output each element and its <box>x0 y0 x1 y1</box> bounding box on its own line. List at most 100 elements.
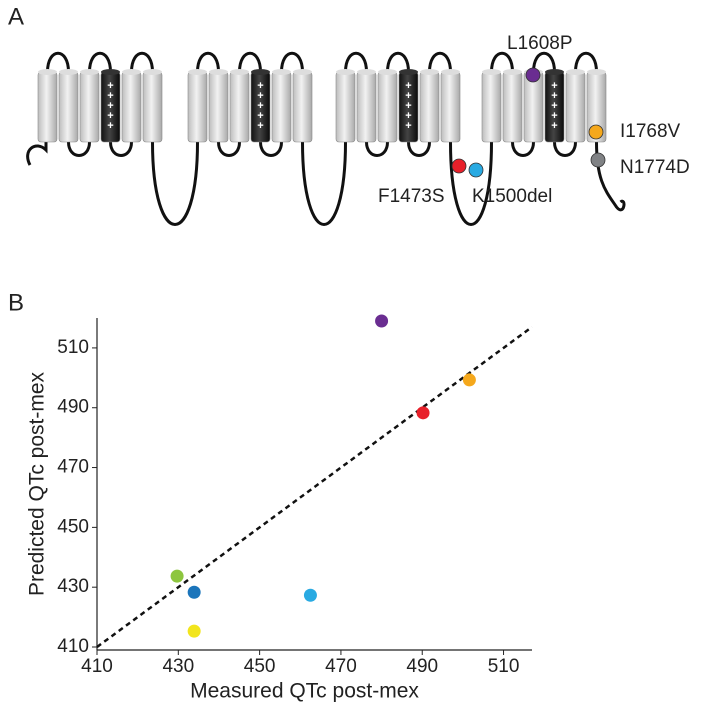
helix-top <box>251 69 270 75</box>
helix-top <box>420 69 439 75</box>
helix-top <box>482 69 501 75</box>
mutation-label: K1500del <box>472 186 552 207</box>
point <box>416 406 430 420</box>
helix <box>356 71 377 143</box>
helix <box>481 71 502 143</box>
mutation-label: L1608P <box>507 33 573 54</box>
helix <box>502 71 523 143</box>
charge: + <box>257 100 263 112</box>
helix-top <box>188 69 207 75</box>
helix-top <box>230 69 249 75</box>
helix-top <box>209 69 228 75</box>
helix-top <box>293 69 312 75</box>
identity-line <box>96 325 533 649</box>
helix <box>229 71 250 143</box>
helix <box>335 71 356 143</box>
y-tick-label: 410 <box>57 636 89 657</box>
helix-top <box>38 69 57 75</box>
x-tick-label: 430 <box>162 656 194 677</box>
helix <box>187 71 208 143</box>
helix <box>440 71 461 143</box>
charge: + <box>405 120 411 132</box>
y-tick-label: 430 <box>57 576 89 597</box>
mutation-label: I1768V <box>620 121 681 142</box>
helix-top <box>378 69 397 75</box>
mutation-dot <box>525 67 541 83</box>
helix-top <box>272 69 291 75</box>
helix-top <box>566 69 585 75</box>
charge: + <box>257 90 263 102</box>
charge: + <box>107 120 113 132</box>
charge: + <box>257 110 263 122</box>
mutation-label: F1473S <box>378 186 445 207</box>
channel-diagram: ++++++++++++++++++++L1608PI1768VN1774DF1… <box>26 33 690 226</box>
helix-top <box>101 69 120 75</box>
charge: + <box>551 90 557 102</box>
mutation-label: N1774D <box>620 157 690 178</box>
helix-top <box>122 69 141 75</box>
charge: + <box>107 80 113 92</box>
helix <box>121 71 142 143</box>
helix-top <box>503 69 522 75</box>
charge: + <box>257 80 263 92</box>
charge: + <box>107 110 113 122</box>
charge: + <box>551 80 557 92</box>
x-tick-label: 410 <box>81 656 113 677</box>
helix-top <box>399 69 418 75</box>
helix-top <box>441 69 460 75</box>
y-tick-label: 450 <box>57 516 89 537</box>
x-tick-label: 510 <box>488 656 520 677</box>
helix-top <box>80 69 99 75</box>
y-tick-label: 510 <box>57 337 89 358</box>
point <box>187 624 201 638</box>
helix <box>419 71 440 143</box>
helix-top <box>59 69 78 75</box>
charge: + <box>405 90 411 102</box>
helix <box>271 71 292 143</box>
y-axis-label: Predicted QTc post-mex <box>26 371 49 596</box>
y-tick-label: 470 <box>57 457 89 478</box>
helix <box>292 71 313 143</box>
helix-top <box>357 69 376 75</box>
point <box>303 588 317 602</box>
charge: + <box>107 90 113 102</box>
mutation-dot <box>590 152 606 168</box>
panel-label: B <box>8 289 24 316</box>
helix <box>142 71 163 143</box>
helix <box>523 71 544 143</box>
helix <box>565 71 586 143</box>
charge: + <box>257 120 263 132</box>
point <box>170 569 184 583</box>
charge: + <box>551 100 557 112</box>
helix-top <box>545 69 564 75</box>
helix-top <box>143 69 162 75</box>
helix <box>79 71 100 143</box>
helix-top <box>587 69 606 75</box>
x-tick-label: 470 <box>325 656 357 677</box>
helix <box>58 71 79 143</box>
loop <box>26 51 626 226</box>
helix <box>377 71 398 143</box>
point <box>187 585 201 599</box>
charge: + <box>551 120 557 132</box>
charge: + <box>551 110 557 122</box>
mutation-dot <box>468 162 484 178</box>
point <box>375 314 389 328</box>
scatter-plot: 410 430 450 470 490 510 410 430 450 470 490 510 Meas… <box>26 314 533 703</box>
charge: + <box>405 80 411 92</box>
charge: + <box>405 110 411 122</box>
x-axis-label: Measured QTc post-mex <box>190 680 419 703</box>
x-tick-label: 450 <box>244 656 276 677</box>
y-tick-label: 490 <box>57 397 89 418</box>
point <box>462 373 476 387</box>
charge: + <box>405 100 411 112</box>
x-tick-label: 490 <box>406 656 438 677</box>
helix <box>208 71 229 143</box>
panel-label: A <box>8 3 24 30</box>
mutation-dot <box>451 158 467 174</box>
helix-top <box>336 69 355 75</box>
mutation-dot <box>588 124 604 140</box>
charge: + <box>107 100 113 112</box>
helix <box>37 71 58 143</box>
